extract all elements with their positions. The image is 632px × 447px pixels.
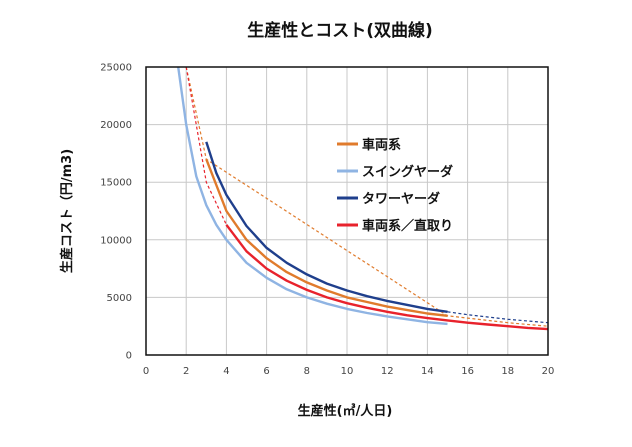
x-axis-label: 生産性(㎥/人日) [298, 403, 393, 419]
y-tick-label: 20000 [100, 120, 132, 131]
x-tick-label: 10 [341, 366, 354, 377]
series-line-2 [205, 141, 448, 313]
chart-title: 生産性とコスト(双曲線) [247, 20, 433, 41]
x-tick-label: 14 [421, 366, 434, 377]
series-lines [177, 67, 548, 331]
extension-lines [185, 67, 548, 327]
series-extension-line-2 [447, 311, 548, 324]
x-tick-labels: 0 2 4 6 8 10 12 14 16 18 20 [143, 366, 555, 377]
x-tick-label: 20 [542, 366, 555, 377]
legend-label-2: タワーヤーダ [362, 191, 440, 207]
y-tick-label: 15000 [100, 178, 132, 189]
series-line-1 [177, 67, 448, 326]
y-tick-label: 0 [126, 351, 132, 362]
y-tick-labels: 0 5000 10000 15000 20000 25000 [100, 63, 132, 362]
y-tick-label: 10000 [100, 235, 132, 246]
x-tick-label: 8 [304, 366, 310, 377]
series-line-0 [205, 158, 448, 317]
x-tick-label: 2 [183, 366, 189, 377]
y-axis-label: 生産コスト（円/m3) [59, 149, 75, 273]
plot-frame [145, 66, 549, 356]
series-extension-line-0 [185, 67, 548, 327]
x-tick-label: 6 [263, 366, 269, 377]
legend-label-1: スイングヤーダ [362, 164, 453, 180]
series-extension-line-3 [185, 67, 227, 226]
series-line-3 [225, 224, 548, 331]
x-tick-label: 16 [461, 366, 474, 377]
legend-label-0: 車両系 [362, 137, 401, 153]
x-tick-label: 18 [501, 366, 514, 377]
y-tick-label: 25000 [100, 63, 132, 74]
x-tick-label: 0 [143, 366, 149, 377]
legend-label-3: 車両系／直取り [362, 218, 453, 234]
x-tick-label: 12 [381, 366, 394, 377]
y-tick-label: 5000 [107, 293, 132, 304]
grid [145, 66, 549, 356]
x-tick-label: 4 [223, 366, 229, 377]
